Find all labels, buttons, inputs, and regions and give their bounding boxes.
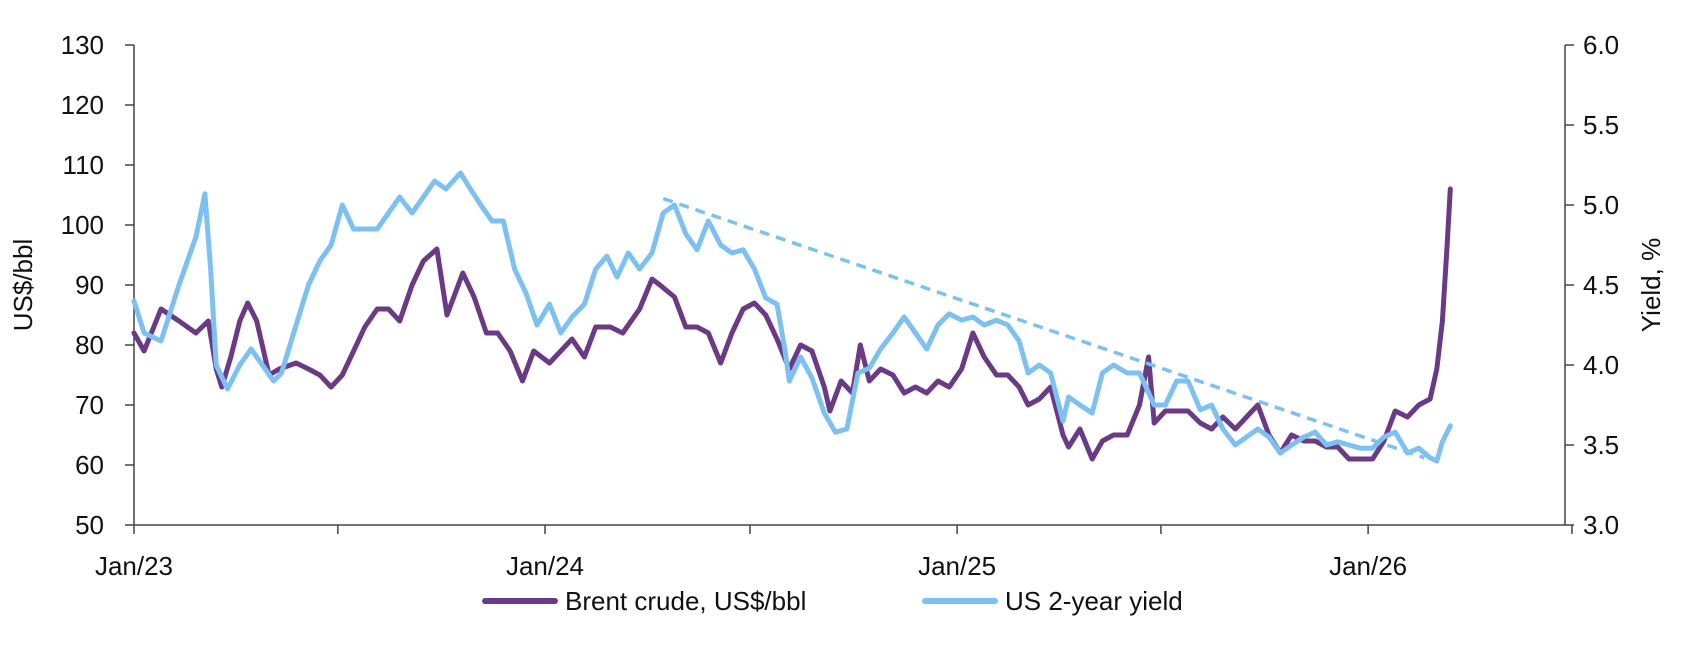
tick-labels: 50 60 70 80 90 100 110 120 130 3.0 3.5 4.0 4.5 5.0 5.5… (61, 30, 1620, 581)
x-axis-tick-label: Jan/23 (95, 551, 173, 581)
left-axis-title: US$/bbl (8, 239, 38, 332)
series-line-us2y (131, 170, 1453, 464)
left-axis-tick-label: 60 (75, 450, 104, 480)
trendline-dashed (662, 196, 1425, 460)
left-axis-tick-label: 110 (63, 150, 104, 180)
left-axis-tick-label: 70 (75, 390, 104, 420)
left-axis-tick-label: 130 (61, 30, 104, 60)
x-axis-tick-label: Jan/26 (1329, 551, 1407, 581)
tick-marks (125, 44, 1574, 534)
right-axis-tick-label: 3.0 (1583, 510, 1619, 540)
axes (133, 45, 1566, 526)
right-axis-tick-label: 5.5 (1583, 110, 1619, 140)
x-axis-tick-label: Jan/25 (918, 551, 996, 581)
left-axis-tick-label: 80 (75, 330, 104, 360)
left-axis-tick-label: 50 (75, 510, 104, 540)
right-axis-tick-label: 4.5 (1583, 270, 1619, 300)
legend: Brent crude, US$/bbl US 2-year yield (482, 586, 1183, 616)
right-axis-tick-label: 4.0 (1583, 350, 1619, 380)
right-axis-tick-label: 3.5 (1583, 430, 1619, 460)
right-axis-tick-label: 5.0 (1583, 190, 1619, 220)
left-axis-tick-label: 120 (61, 90, 104, 120)
left-axis-tick-label: 100 (61, 210, 104, 240)
right-axis-tick-label: 6.0 (1583, 30, 1619, 60)
legend-label-us2y: US 2-year yield (1005, 586, 1183, 616)
x-axis-tick-label: Jan/24 (506, 551, 584, 581)
right-axis-title: Yield, % (1636, 238, 1666, 332)
legend-label-brent: Brent crude, US$/bbl (565, 586, 806, 616)
left-axis-tick-label: 90 (75, 270, 104, 300)
series-lines (131, 170, 1453, 464)
series-line-brent (131, 186, 1453, 462)
